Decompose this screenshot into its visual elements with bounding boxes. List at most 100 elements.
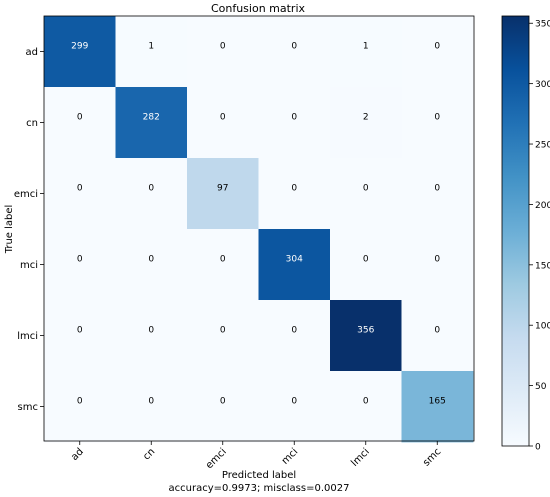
heatmap-cell [187,158,259,230]
heatmap-cell-label: 0 [291,326,297,336]
heatmap-cell [330,16,402,88]
heatmap-cell [44,229,116,301]
heatmap-cell [330,371,402,443]
heatmap-cell [401,87,474,159]
colorbar-tick-label: 50 [535,382,547,392]
heatmap-cell [330,87,402,159]
heatmap-cell-label: 0 [148,397,154,407]
heatmap-cell-label: 0 [77,326,83,336]
heatmap-cell [401,371,474,443]
heatmap-cell [115,87,188,159]
heatmap-cell [115,300,188,372]
colorbar-tick-label: 200 [535,201,550,211]
heatmap-cell [330,229,402,301]
colorbar-tick-label: 100 [535,322,550,332]
heatmap-cell-label: 304 [286,255,303,265]
x-axis-note: accuracy=0.9973; misclass=0.0027 [169,483,350,494]
heatmap-cell-label: 0 [434,184,440,194]
colorbar-ticks: 0 50 100 150 200 250 300 350 [529,20,550,453]
heatmap-cell-label: 2 [363,113,369,123]
heatmap-cell-label: 0 [291,42,297,52]
heatmap-cell [187,16,259,88]
colorbar [501,15,530,447]
heatmap-cell-label: 0 [291,113,297,123]
heatmap-cell-label: 0 [363,397,369,407]
heatmap-cell-labels: 299 1 0 0 1 0 0 282 0 0 2 0 0 0 97 0 0 0 0 0 0 304 0 0 0 0 0 0 356 0 0… [71,42,446,407]
heatmap-cell-label: 0 [363,255,369,265]
heatmap-cell [44,300,116,372]
heatmap-cell [44,158,116,230]
y-tick-label: emci [14,189,38,200]
y-tick-label: cn [26,118,38,129]
heatmap-cell [401,16,474,88]
x-tick-label: emci [204,446,229,471]
heatmap-cell [187,371,259,443]
colorbar-tick-label: 150 [535,261,550,271]
heatmap-cell-label: 0 [77,255,83,265]
heatmap-cell-label: 0 [148,255,154,265]
x-axis-ticks: ad cn emci mci lmci smc [69,441,443,471]
colorbar-tick-label: 300 [535,80,550,90]
heatmap-cell-label: 299 [71,42,88,52]
heatmap-cell-label: 0 [220,255,226,265]
y-tick-label: lmci [17,331,38,342]
heatmap-cell-label: 0 [434,326,440,336]
heatmap-cell-label: 1 [363,42,369,52]
y-tick-label: mci [20,260,38,271]
heatmap-cell [330,300,402,372]
heatmap-cell [258,158,331,230]
y-axis-ticks: ad cn emci mci lmci smc [14,47,44,413]
heatmap-cell [258,87,331,159]
x-tick-label: smc [421,446,443,468]
heatmap-cell-label: 0 [77,397,83,407]
heatmap-cell [187,229,259,301]
heatmap-cell [115,16,188,88]
heatmap-cells [44,16,474,443]
heatmap-cell [258,229,331,301]
heatmap-cell [44,16,116,88]
heatmap-cell [401,158,474,230]
heatmap-cell-label: 0 [148,326,154,336]
heatmap-cell-label: 165 [429,397,446,407]
heatmap-cell-label: 0 [220,397,226,407]
heatmap-cell [330,158,402,230]
heatmap-cell-label: 0 [291,397,297,407]
colorbar-tick-label: 350 [535,20,550,30]
heatmap-cell-label: 1 [148,42,154,52]
y-axis-label: True label [4,205,15,255]
heatmap-cell-label: 0 [291,184,297,194]
x-tick-label: lmci [349,446,371,468]
y-tick-label: ad [26,47,38,58]
heatmap-cell-label: 0 [434,113,440,123]
heatmap-cell [187,300,259,372]
x-tick-label: ad [69,446,86,463]
heatmap-cell-label: 0 [363,184,369,194]
plot-frame [43,15,475,442]
heatmap-cell-label: 0 [77,184,83,194]
heatmap-cell-label: 0 [434,42,440,52]
heatmap-cell-label: 356 [357,326,374,336]
heatmap-cell [44,371,116,443]
x-tick-label: cn [141,446,157,462]
heatmap-cell [401,300,474,372]
heatmap-cell-label: 97 [217,184,228,194]
heatmap-cell [115,371,188,443]
heatmap-cell-label: 282 [143,113,160,123]
heatmap-cell-label: 0 [434,255,440,265]
heatmap-cell [115,229,188,301]
x-tick-label: mci [280,446,301,467]
heatmap-cell-label: 0 [220,42,226,52]
heatmap-cell [115,158,188,230]
heatmap-cell [258,371,331,443]
heatmap-cell [401,229,474,301]
heatmap-cell [258,300,331,372]
heatmap-cell-label: 0 [148,184,154,194]
heatmap-cell [187,87,259,159]
heatmap-cell-label: 0 [77,113,83,123]
heatmap-cell [44,87,116,159]
y-tick-label: smc [18,402,38,413]
colorbar-tick-label: 0 [535,443,541,453]
chart-title: Confusion matrix [211,2,306,15]
x-axis-label: Predicted label [222,470,296,481]
